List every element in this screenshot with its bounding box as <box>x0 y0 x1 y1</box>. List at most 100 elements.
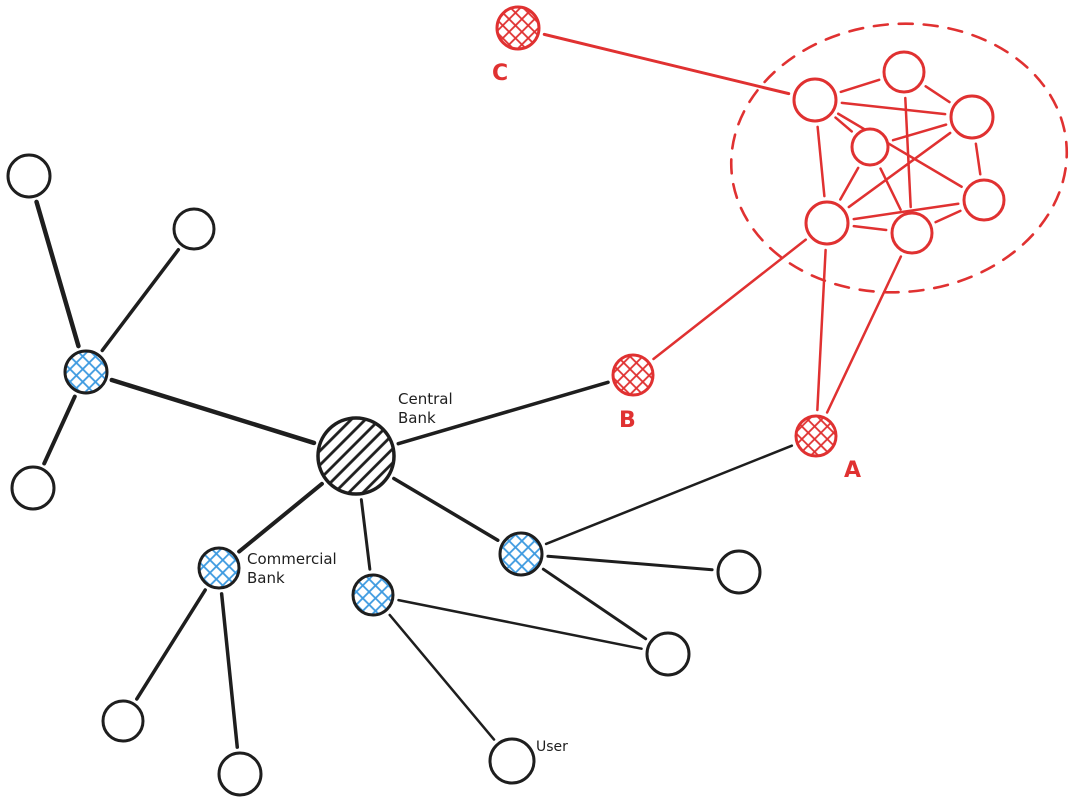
node-mesh-7 <box>890 211 934 255</box>
edge-mesh-3--mesh-5 <box>974 142 982 176</box>
edge-mesh-5--mesh-7 <box>934 209 962 224</box>
nodes <box>6 5 1006 797</box>
node-circle-central-bank <box>316 416 396 496</box>
edge-bank-west--central-bank <box>109 377 317 446</box>
node-node-b <box>611 353 655 397</box>
commercial-bank-label: Commercial Bank <box>247 550 337 587</box>
node-circle-commercial-bank <box>197 546 241 590</box>
node-circle-mesh-5 <box>962 178 1006 222</box>
node-circle-node-c <box>495 5 541 51</box>
edge-bank-east--user-east-1 <box>546 554 714 572</box>
a-label: A <box>844 458 861 483</box>
edge-mesh-1--mesh-2 <box>839 78 881 94</box>
commercial-bank-label-line-1: Commercial <box>247 550 337 568</box>
edge-node-c--mesh-2 <box>542 32 791 96</box>
node-circle-user-labeled <box>488 737 536 785</box>
cluster-ellipse <box>729 22 1069 294</box>
node-circle-node-b <box>611 353 655 397</box>
node-circle-user-nw-2 <box>172 207 216 251</box>
edge-mesh-2--mesh-4 <box>834 116 854 133</box>
node-node-a <box>794 414 838 458</box>
edge-user-w-3--bank-west <box>42 394 77 466</box>
edge-central-bank--bank-south <box>359 498 372 571</box>
node-circle-bank-south <box>351 573 395 617</box>
edge-central-bank--node-b <box>396 380 610 446</box>
edge-mesh-2--mesh-3 <box>840 101 947 116</box>
node-central-bank <box>316 416 396 496</box>
node-mesh-1 <box>882 50 926 94</box>
edge-mesh-2--mesh-6 <box>816 125 826 198</box>
node-mesh-2 <box>792 77 838 123</box>
node-circle-mesh-6 <box>804 200 850 246</box>
edge-mesh-4--mesh-6 <box>839 166 860 201</box>
attacker-cluster-boundary <box>729 22 1069 294</box>
node-user-nw-1 <box>6 153 52 199</box>
node-node-c <box>495 5 541 51</box>
node-circle-user-east-2 <box>645 631 691 677</box>
central-bank-label: Central Bank <box>398 390 453 427</box>
node-circle-user-east-1 <box>716 549 762 595</box>
node-circle-user-nw-1 <box>6 153 52 199</box>
node-mesh-6 <box>804 200 850 246</box>
node-circle-mesh-2 <box>792 77 838 123</box>
edge-mesh-3--mesh-4 <box>891 123 948 142</box>
node-user-labeled <box>488 737 536 785</box>
c-label: C <box>492 61 508 86</box>
edge-user-nw-1--bank-west <box>34 199 81 349</box>
node-circle-user-sw-5 <box>217 751 263 797</box>
edge-commercial-bank--user-sw-4 <box>135 588 207 701</box>
edge-mesh-5--mesh-6 <box>852 202 960 221</box>
edge-node-b--mesh-6 <box>652 238 807 361</box>
c-label-line-1: C <box>492 61 508 86</box>
central-bank-label-line-2: Bank <box>398 409 436 427</box>
node-circle-user-w-3 <box>10 465 56 511</box>
node-circle-user-sw-4 <box>101 699 145 743</box>
node-circle-mesh-7 <box>890 211 934 255</box>
node-circle-bank-west <box>63 349 109 395</box>
edge-mesh-6--mesh-7 <box>852 224 888 232</box>
node-user-sw-4 <box>101 699 145 743</box>
edge-bank-east--node-a <box>544 444 794 546</box>
edge-node-a--mesh-6 <box>816 248 827 412</box>
node-circle-bank-east <box>498 531 544 577</box>
user-label-line-1: User <box>536 739 568 755</box>
node-circle-mesh-3 <box>949 94 995 140</box>
user-label: User <box>536 739 568 755</box>
central-bank-label-line-1: Central <box>398 390 453 408</box>
edge-mesh-3--mesh-6 <box>847 131 952 209</box>
edge-mesh-1--mesh-3 <box>924 85 951 104</box>
node-circle-mesh-1 <box>882 50 926 94</box>
commercial-bank-label-line-2: Bank <box>247 569 285 587</box>
node-circle-mesh-4 <box>850 127 890 167</box>
edge-central-bank--commercial-bank <box>237 481 324 554</box>
edge-mesh-2--mesh-5 <box>836 112 963 189</box>
node-mesh-4 <box>850 127 890 167</box>
edge-mesh-1--mesh-7 <box>904 96 912 209</box>
edge-user-nw-2--bank-west <box>100 247 181 353</box>
node-commercial-bank <box>197 546 241 590</box>
edge-bank-east--user-east-2 <box>541 567 648 641</box>
node-user-east-1 <box>716 549 762 595</box>
edge-commercial-bank--user-sw-5 <box>219 592 240 749</box>
node-user-w-3 <box>10 465 56 511</box>
edges <box>34 32 982 749</box>
node-user-nw-2 <box>172 207 216 251</box>
b-label-line-1: B <box>619 408 636 433</box>
node-circle-node-a <box>794 414 838 458</box>
node-bank-east <box>498 531 544 577</box>
a-label-line-1: A <box>844 458 861 483</box>
node-mesh-3 <box>949 94 995 140</box>
node-user-sw-5 <box>217 751 263 797</box>
node-mesh-5 <box>962 178 1006 222</box>
edge-node-a--mesh-7 <box>825 255 903 414</box>
b-label: B <box>619 408 636 433</box>
edge-bank-south--user-labeled <box>388 613 496 741</box>
node-user-east-2 <box>645 631 691 677</box>
node-bank-west <box>63 349 109 395</box>
edge-bank-south--user-east-2 <box>397 598 643 650</box>
edge-mesh-4--mesh-7 <box>879 167 902 211</box>
node-bank-south <box>351 573 395 617</box>
